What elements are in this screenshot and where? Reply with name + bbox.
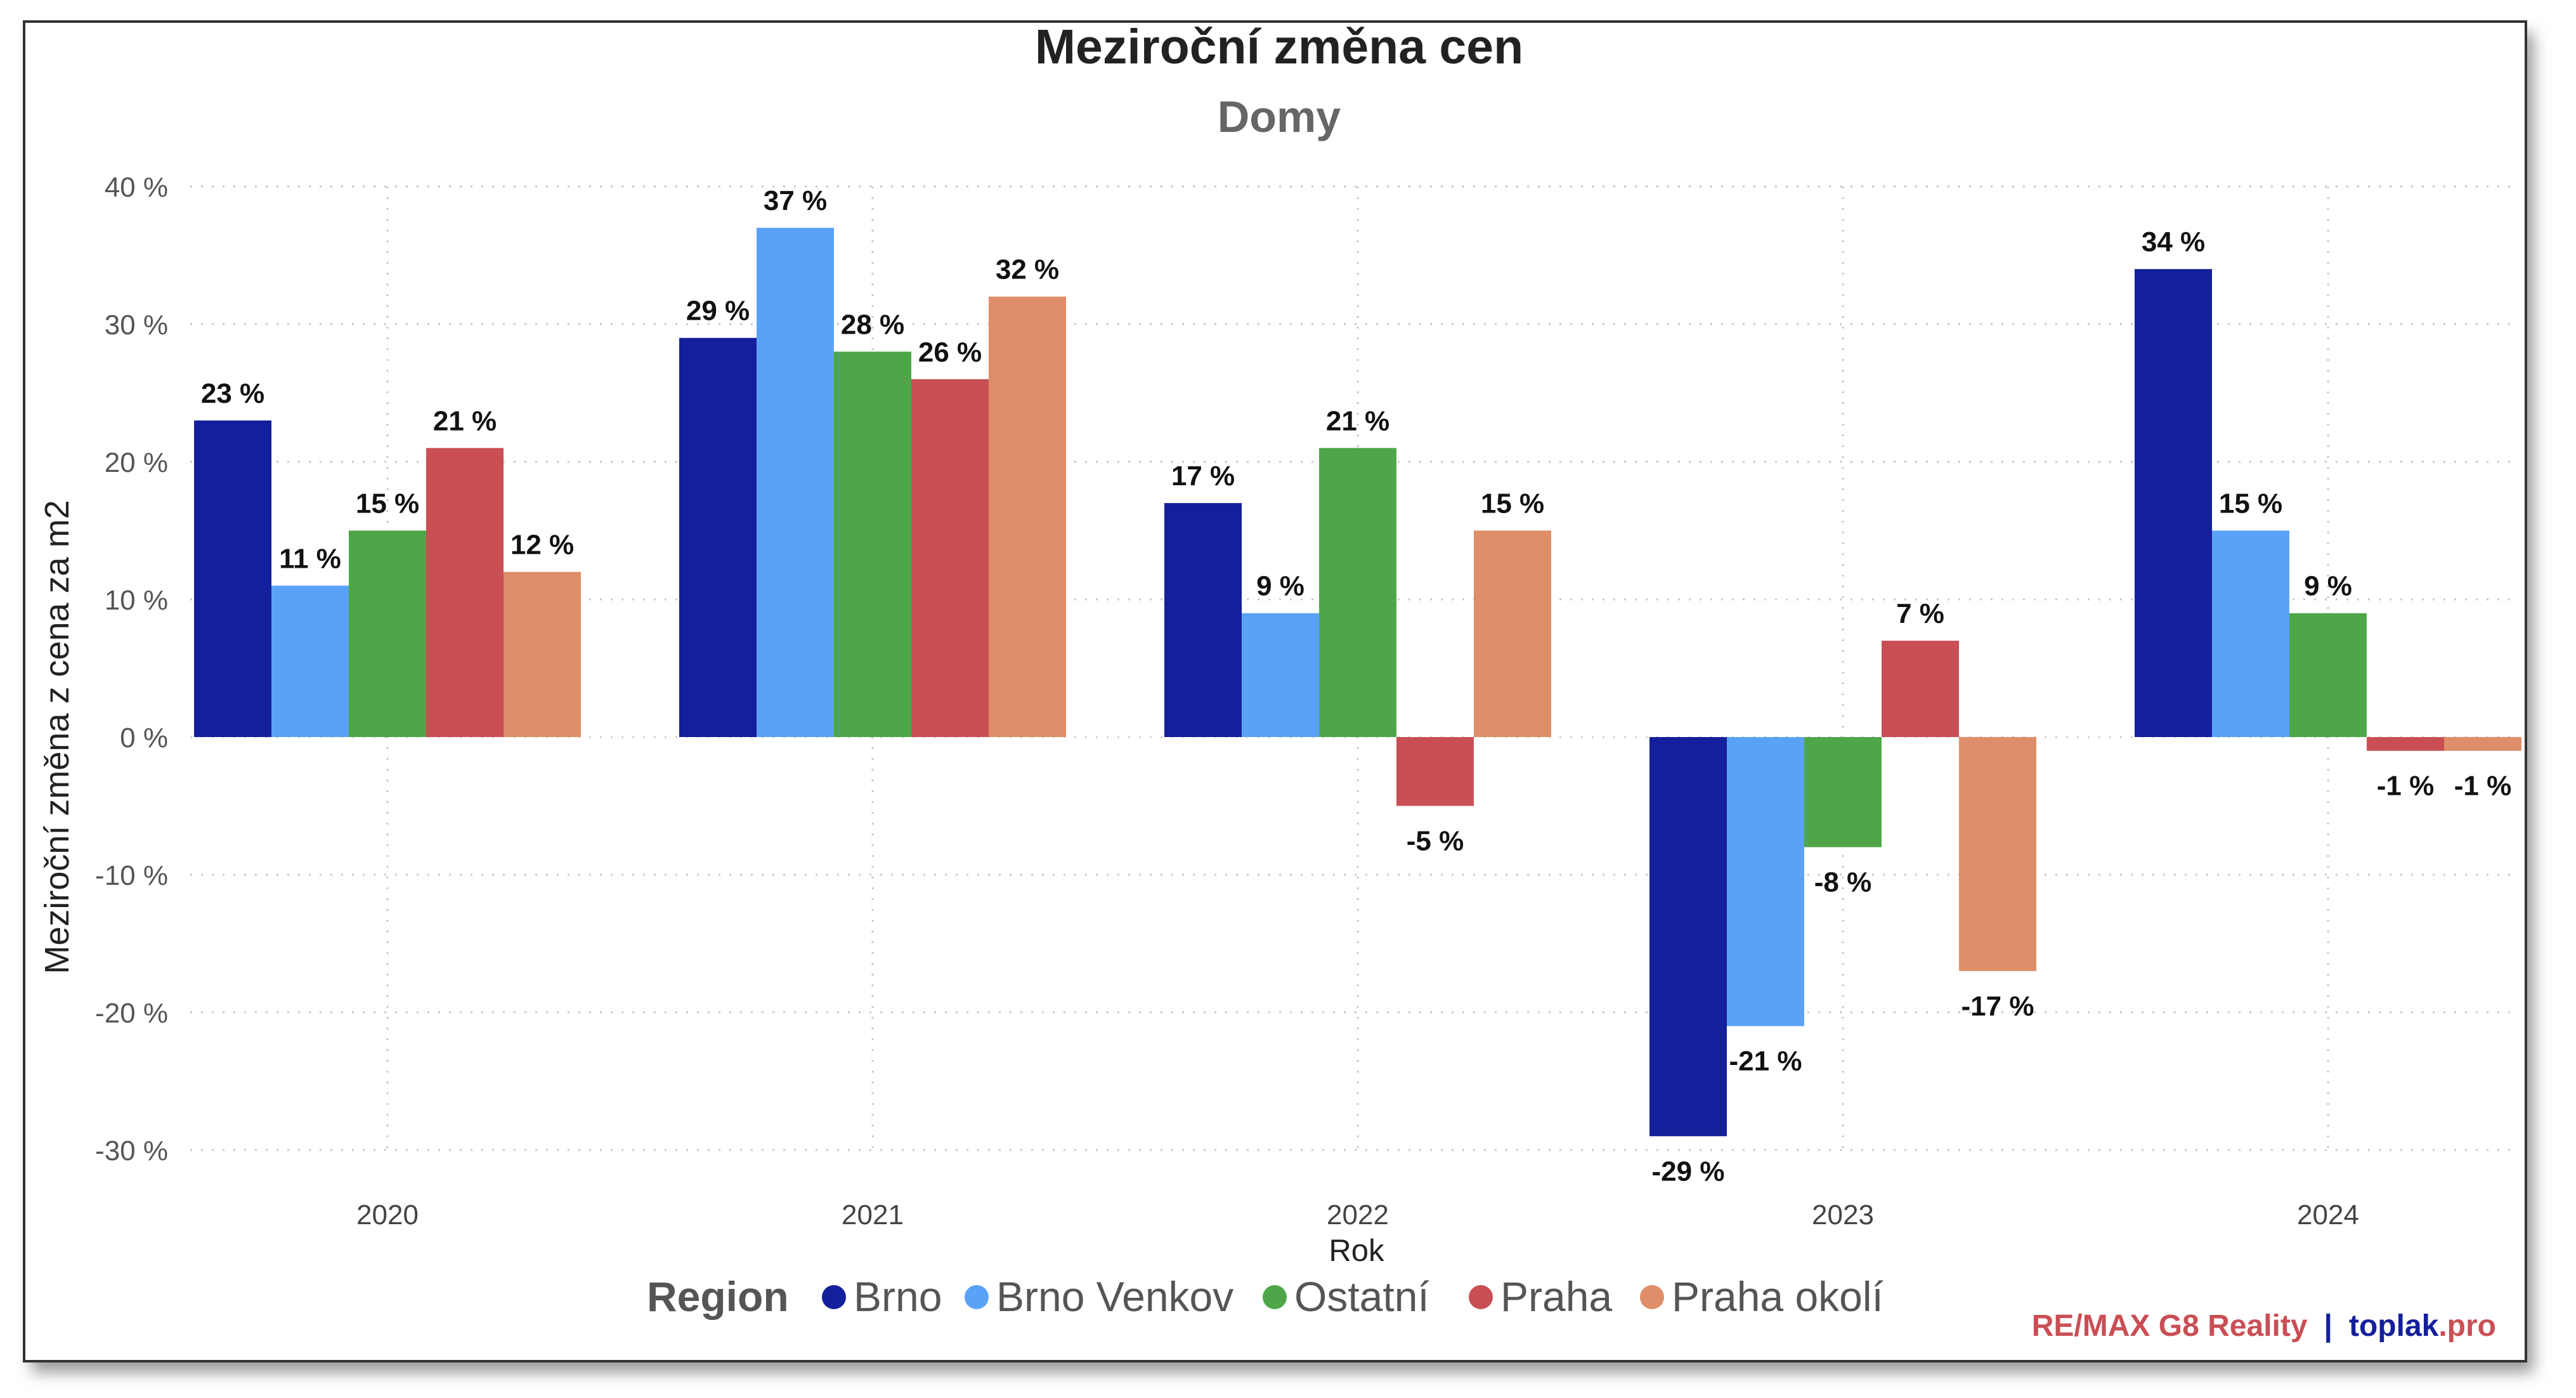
legend-marker	[1640, 1285, 1664, 1309]
legend-entry: Brno	[854, 1273, 942, 1320]
data-label: 11 %	[279, 543, 341, 574]
bar	[349, 530, 426, 737]
bar	[757, 228, 834, 738]
y-axis-title: Meziroční změna z cena za m2	[38, 500, 76, 974]
legend: Region Brno Brno Venkov Ostatní Praha Praha o…	[647, 1273, 1884, 1320]
legend-marker	[1263, 1285, 1287, 1309]
data-label: -8 %	[1814, 867, 1871, 898]
x-tick-label: 2023	[1812, 1199, 1874, 1231]
legend-marker	[822, 1285, 846, 1309]
branding-toplak: toplak	[2349, 1309, 2439, 1343]
bar	[2444, 737, 2521, 751]
bar	[1882, 641, 1959, 737]
bar	[2367, 737, 2444, 751]
data-label: -17 %	[1961, 991, 2034, 1022]
y-tick-label: 10 %	[105, 585, 168, 616]
data-label: 34 %	[2142, 226, 2205, 258]
bar	[2135, 269, 2212, 737]
legend-title: Region	[647, 1273, 789, 1320]
data-label: 7 %	[1896, 598, 1944, 629]
y-tick-label: 20 %	[105, 447, 168, 478]
data-labels: 23 % 29 % 17 % -29 % 34 % 11 % 37 % 9 % -21 % 15 …	[201, 185, 2511, 1187]
bar	[1319, 448, 1396, 737]
data-label: 21 %	[433, 405, 497, 436]
data-label: 15 %	[2219, 488, 2282, 519]
data-label: 28 %	[841, 309, 904, 340]
x-tick-label: 2021	[842, 1199, 904, 1231]
branding-toplak-suffix: .pro	[2438, 1309, 2496, 1343]
branding: RE/MAX G8 Reality | toplak.pro	[2032, 1309, 2496, 1343]
legend-entry: Praha okolí	[1672, 1273, 1884, 1320]
bar	[194, 420, 271, 737]
legend-marker	[965, 1285, 989, 1309]
data-label: -1 %	[2454, 771, 2511, 802]
data-label: 21 %	[1326, 405, 1389, 436]
bar	[2212, 530, 2289, 737]
data-label: 32 %	[996, 254, 1059, 285]
legend-entry: Ostatní	[1294, 1273, 1429, 1320]
bar	[1727, 737, 1804, 1026]
bar	[1474, 530, 1551, 737]
bar	[1649, 737, 1727, 1137]
x-axis-title: Rok	[1329, 1234, 1384, 1268]
data-label: 9 %	[1256, 571, 1304, 602]
legend-entry: Brno Venkov	[996, 1273, 1233, 1320]
bar	[679, 337, 757, 737]
data-label: 26 %	[918, 337, 982, 368]
bar	[1804, 737, 1882, 847]
branding-separator: |	[2324, 1309, 2332, 1343]
x-tick-label: 2024	[2297, 1199, 2359, 1231]
y-axis: 40 % 30 % 20 % 10 % 0 % -10 % -20 % -30 %	[95, 172, 168, 1166]
bar	[989, 296, 1066, 738]
bar	[911, 379, 989, 737]
data-label: 15 %	[1481, 488, 1544, 519]
bar	[1959, 737, 2036, 971]
bar	[834, 351, 911, 737]
data-label: 15 %	[356, 488, 419, 519]
bar	[1164, 503, 1242, 737]
bar	[1242, 613, 1319, 737]
y-tick-label: -20 %	[95, 998, 168, 1029]
chart-title: Meziroční změna cen	[1035, 20, 1523, 74]
chart-subtitle: Domy	[1218, 92, 1341, 141]
x-tick-label: 2022	[1327, 1199, 1389, 1231]
x-tick-label: 2020	[356, 1199, 419, 1231]
legend-entry: Praha	[1500, 1273, 1612, 1320]
data-label: -1 %	[2377, 771, 2434, 802]
branding-remax: RE/MAX G8 Reality	[2032, 1309, 2308, 1343]
data-label: 23 %	[201, 378, 264, 409]
y-tick-label: 40 %	[105, 172, 168, 203]
bar	[271, 585, 349, 737]
data-label: -5 %	[1407, 826, 1464, 857]
legend-marker	[1469, 1285, 1493, 1309]
data-label: 12 %	[511, 530, 574, 561]
y-tick-label: 30 %	[105, 310, 168, 341]
data-label: 37 %	[764, 185, 827, 216]
data-label: 9 %	[2304, 571, 2352, 602]
bar	[426, 448, 504, 737]
bars	[194, 228, 2521, 1137]
y-tick-label: 0 %	[120, 722, 168, 754]
data-label: 17 %	[1171, 461, 1235, 492]
data-label: -21 %	[1729, 1046, 1802, 1077]
y-tick-label: -30 %	[95, 1135, 168, 1166]
bar	[1396, 737, 1474, 806]
x-axis: 2020 2021 2022 2023 2024	[356, 1199, 2359, 1231]
data-label: -29 %	[1652, 1156, 1725, 1187]
y-tick-label: -10 %	[95, 860, 168, 891]
bar	[504, 572, 581, 737]
data-label: 29 %	[686, 296, 750, 327]
bar	[2289, 613, 2367, 737]
